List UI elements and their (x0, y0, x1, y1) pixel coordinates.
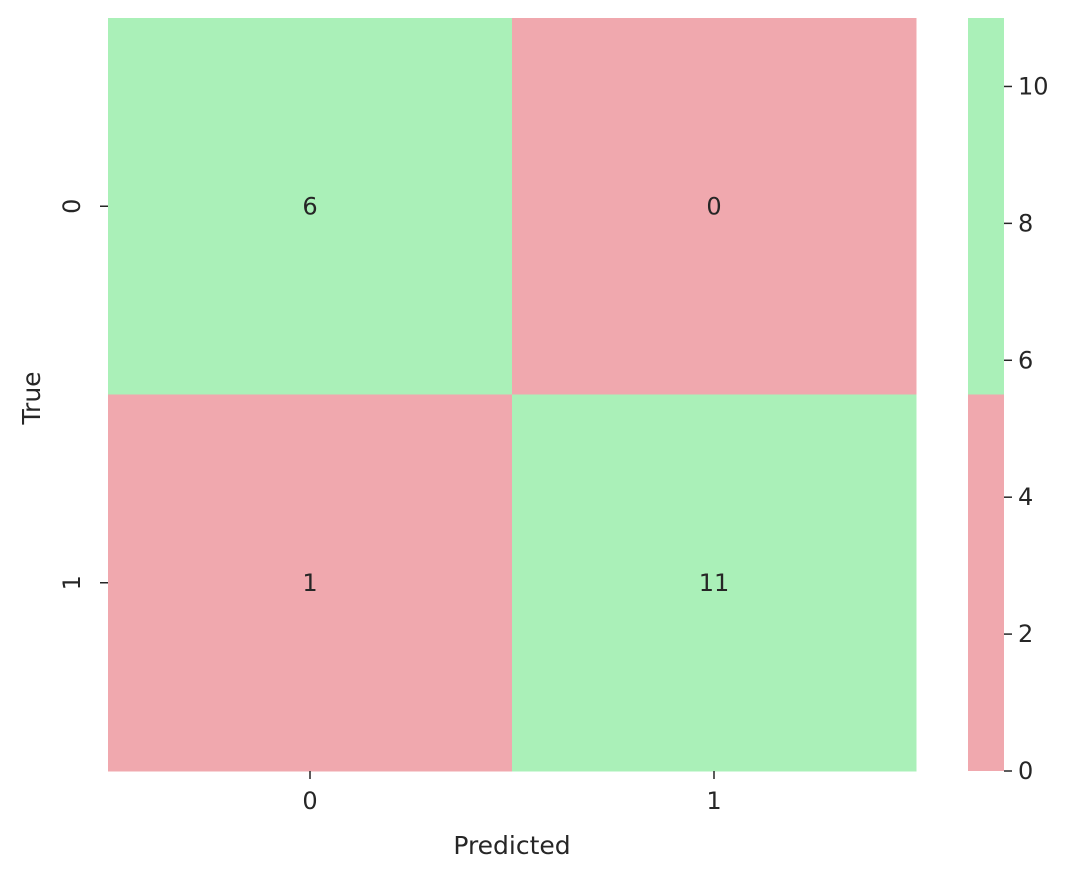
colorbar-high-segment (968, 18, 1004, 395)
cell-value-label: 0 (706, 192, 721, 220)
cell-value-label: 11 (699, 569, 730, 597)
colorbar-tick-label: 10 (1018, 72, 1049, 100)
cell-value-label: 1 (302, 569, 317, 597)
heatmap-cell (108, 18, 513, 395)
cell-value-label: 6 (302, 192, 317, 220)
colorbar-tick-label: 6 (1018, 346, 1033, 374)
colorbar-tick-label: 2 (1018, 620, 1033, 648)
x-tick-label: 1 (706, 787, 721, 815)
colorbar-tick-label: 0 (1018, 757, 1033, 785)
colorbar-low-segment (968, 394, 1004, 771)
heatmap-cell (512, 394, 917, 772)
x-tick-label: 0 (302, 787, 317, 815)
x-axis-label: Predicted (453, 831, 570, 860)
y-axis-label: True (17, 371, 46, 425)
colorbar: 0 2 4 6 8 10 (968, 18, 1049, 785)
y-axis: 01 (58, 199, 108, 590)
heatmap-cell-labels: 6 01 11 (302, 192, 729, 597)
colorbar-tick-label: 8 (1018, 209, 1033, 237)
y-tick-label: 0 (58, 199, 86, 214)
heatmap-cell (512, 18, 917, 395)
heatmap-cells (108, 18, 917, 772)
heatmap-cell (108, 394, 513, 772)
colorbar-tick-label: 4 (1018, 483, 1033, 511)
y-tick-label: 1 (58, 575, 86, 590)
